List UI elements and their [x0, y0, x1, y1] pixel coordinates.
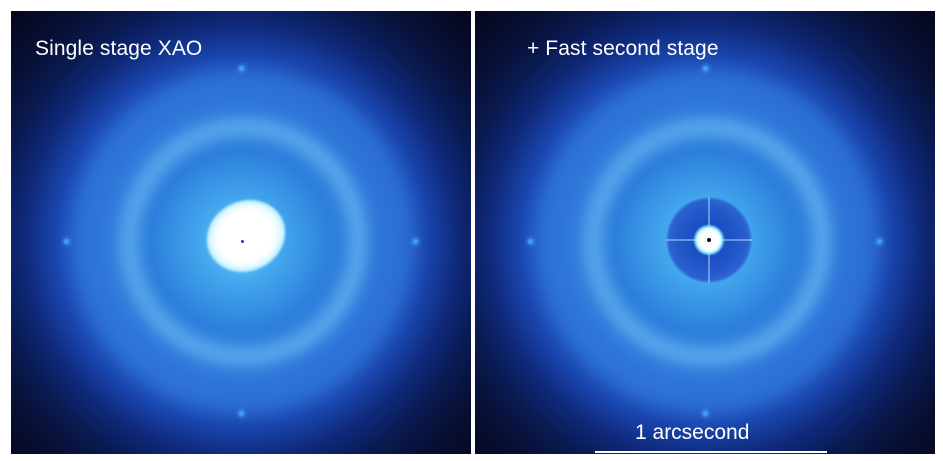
- psf-panel-single-stage: Single stage XAO: [11, 11, 471, 454]
- panel-title-right: + Fast second stage: [527, 37, 719, 60]
- scale-bar: [595, 451, 827, 453]
- satellite-spot-top: [239, 66, 244, 71]
- satellite-spot-right: [413, 239, 418, 244]
- satellite-spot-right: [877, 239, 882, 244]
- psf-center-dot: [707, 238, 711, 242]
- satellite-spot-top: [703, 66, 708, 71]
- psf-center-dot: [241, 240, 244, 243]
- satellite-spot-left: [528, 239, 533, 244]
- satellite-spot-bottom: [703, 411, 708, 416]
- psf-panel-second-stage: + Fast second stage 1 arcsecond: [475, 11, 935, 454]
- satellite-spot-bottom: [239, 411, 244, 416]
- panel-title-left: Single stage XAO: [35, 37, 203, 60]
- scale-bar-label: 1 arcsecond: [635, 421, 750, 444]
- satellite-spot-left: [64, 239, 69, 244]
